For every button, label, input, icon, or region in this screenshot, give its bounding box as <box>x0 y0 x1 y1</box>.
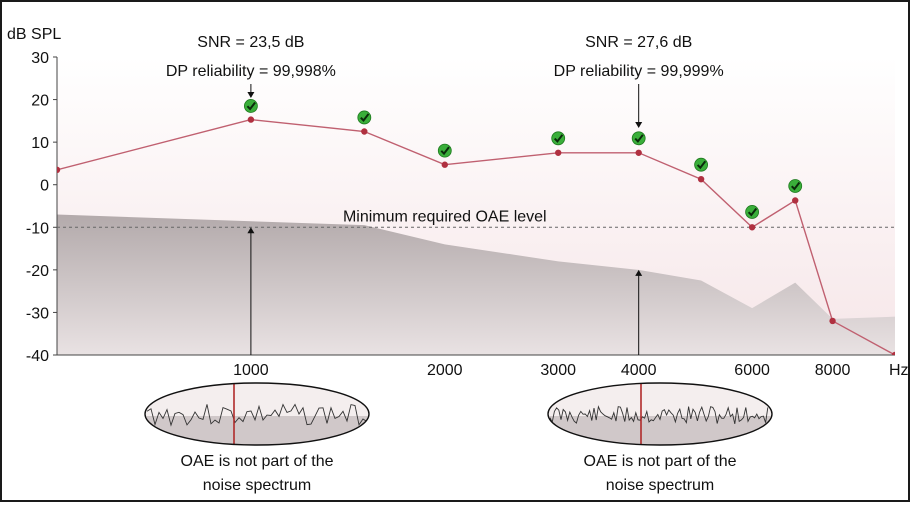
check-icon <box>243 99 258 113</box>
callout-text-line2: noise spectrum <box>606 477 715 494</box>
noise-floor-area <box>57 214 895 355</box>
dp-data-point <box>697 175 705 183</box>
dp-data-point <box>247 116 255 123</box>
check-icon <box>631 131 646 146</box>
check-icon <box>788 179 803 193</box>
x-tick-label: 1000 <box>233 362 269 379</box>
callout-text-line2: noise spectrum <box>203 477 312 494</box>
y-tick-label: 10 <box>31 135 49 152</box>
noise-spectrum-callouts: OAE is not part of the noise spectrum OAE … <box>144 227 773 494</box>
callout-text-line1: OAE is not part of the <box>181 453 334 470</box>
x-tick-label: 8000 <box>815 362 851 379</box>
x-tick-label: 4000 <box>621 362 657 379</box>
y-tick-label: 0 <box>40 178 49 195</box>
dp-data-point <box>748 224 756 231</box>
check-markers <box>243 99 803 219</box>
noise-floor-shape <box>57 214 895 355</box>
dp-data-point <box>361 128 368 135</box>
snr-label: SNR = 23,5 dB <box>197 34 304 51</box>
y-tick-label: 30 <box>31 50 49 67</box>
x-tick-label: 3000 <box>540 362 576 379</box>
dp-data-point <box>792 197 799 204</box>
x-unit-label: Hz <box>889 362 908 379</box>
dp-data-point <box>57 166 61 174</box>
dp-reliability-label: DP reliability = 99,998% <box>166 63 336 80</box>
x-tick-label: 6000 <box>734 362 770 379</box>
y-tick-label: -10 <box>26 220 49 237</box>
snr-label: SNR = 27,6 dB <box>585 34 692 51</box>
noise-spectrum-lens <box>547 382 773 446</box>
dp-data-point <box>829 317 836 325</box>
threshold-line-group: Minimum required OAE level <box>57 208 895 228</box>
y-tick-label: -30 <box>26 305 49 322</box>
threshold-label: Minimum required OAE level <box>343 208 547 225</box>
dp-data-point <box>635 149 642 156</box>
y-tick-label: -40 <box>26 348 49 365</box>
axes: 30 20 10 0 -10 -20 -30 -40 1000 2000 3000 4000 6000 8… <box>26 50 895 379</box>
dp-series-group <box>57 116 895 355</box>
lens-outline <box>547 382 773 446</box>
lens-outline <box>144 382 370 446</box>
dp-data-point <box>555 149 562 156</box>
annotation-arrow-head <box>635 122 643 128</box>
dp-data-point <box>891 351 895 355</box>
noise-spectrum-lens <box>144 382 370 446</box>
x-tick-label: 2000 <box>427 362 463 379</box>
snr-annotations: SNR = 23,5 dB DP reliability = 99,998% SNR… <box>166 34 724 128</box>
y-axis-label: dB SPL <box>7 26 61 43</box>
check-icon <box>437 143 452 158</box>
callout-text-line1: OAE is not part of the <box>584 453 737 470</box>
dp-data-point <box>441 161 448 168</box>
noise-trace <box>549 405 769 425</box>
callout-arrow-head <box>635 269 643 276</box>
check-icon <box>357 110 372 125</box>
callout-arrow-head <box>247 227 255 234</box>
y-tick-label: -20 <box>26 263 49 280</box>
dp-reliability-label: DP reliability = 99,999% <box>554 63 724 80</box>
y-tick-label: 20 <box>31 93 49 110</box>
check-icon <box>551 131 566 146</box>
noise-trace <box>146 403 368 427</box>
check-icon <box>745 205 760 219</box>
annotation-arrow-head <box>247 92 255 98</box>
check-icon <box>694 157 709 172</box>
